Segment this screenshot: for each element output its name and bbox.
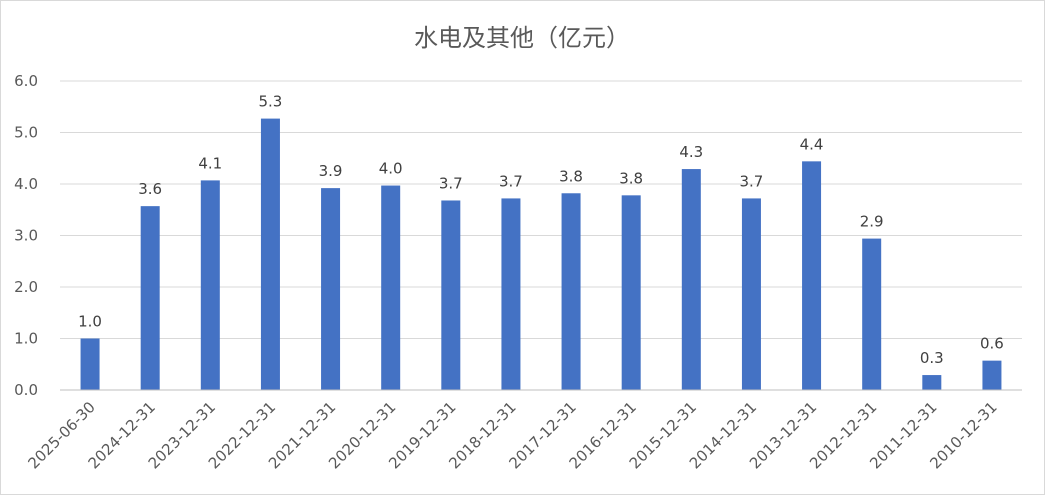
bar — [381, 185, 401, 390]
y-tick-label: 4.0 — [14, 175, 38, 193]
bar — [441, 200, 461, 390]
y-tick-label: 6.0 — [14, 72, 38, 90]
bar — [681, 169, 701, 390]
bar — [200, 180, 220, 390]
gridlines — [60, 80, 1022, 339]
bar — [741, 198, 761, 390]
data-label: 4.0 — [379, 160, 403, 178]
data-label: 3.7 — [439, 174, 463, 192]
y-tick-label: 1.0 — [14, 330, 38, 348]
data-labels: 1.0 3.6 4.1 5.3 3.9 4.0 3.7 3.7 3.8 3.8 4.3 3.7 4.4 2… — [78, 93, 1004, 367]
y-tick-label: 2.0 — [14, 278, 38, 296]
data-label: 3.9 — [319, 162, 343, 180]
x-axis-tick-labels: 2025-06-302024-12-312023-12-312022-12-31… — [25, 398, 1001, 472]
bars — [80, 118, 1002, 390]
data-label: 4.3 — [679, 143, 703, 161]
data-label: 0.6 — [980, 335, 1004, 353]
data-label: 4.1 — [198, 154, 222, 172]
bar — [501, 198, 521, 390]
data-label: 3.8 — [559, 167, 583, 185]
data-label: 2.9 — [860, 213, 884, 231]
bar — [802, 161, 822, 390]
data-label: 3.8 — [619, 169, 643, 187]
data-label: 4.4 — [800, 135, 824, 153]
data-label: 3.6 — [138, 180, 162, 198]
y-axis-tick-labels: 0.0 1.0 2.0 3.0 4.0 5.0 6.0 — [14, 72, 38, 399]
y-tick-label: 5.0 — [14, 124, 38, 142]
data-label: 5.3 — [259, 93, 283, 111]
bar — [140, 206, 160, 390]
y-tick-label: 3.0 — [14, 227, 38, 245]
bar — [561, 193, 581, 390]
data-label: 3.7 — [499, 172, 523, 190]
data-label: 1.0 — [78, 313, 102, 331]
data-label: 3.7 — [740, 172, 764, 190]
y-tick-label: 0.0 — [14, 381, 38, 399]
bar — [260, 118, 280, 390]
bar — [321, 188, 341, 390]
data-label: 0.3 — [920, 349, 944, 367]
bar — [922, 375, 942, 390]
bar — [862, 238, 882, 390]
bar — [621, 195, 641, 390]
bar — [80, 338, 100, 390]
chart-title: 水电及其他（亿元） — [414, 24, 630, 52]
bar — [982, 360, 1002, 390]
